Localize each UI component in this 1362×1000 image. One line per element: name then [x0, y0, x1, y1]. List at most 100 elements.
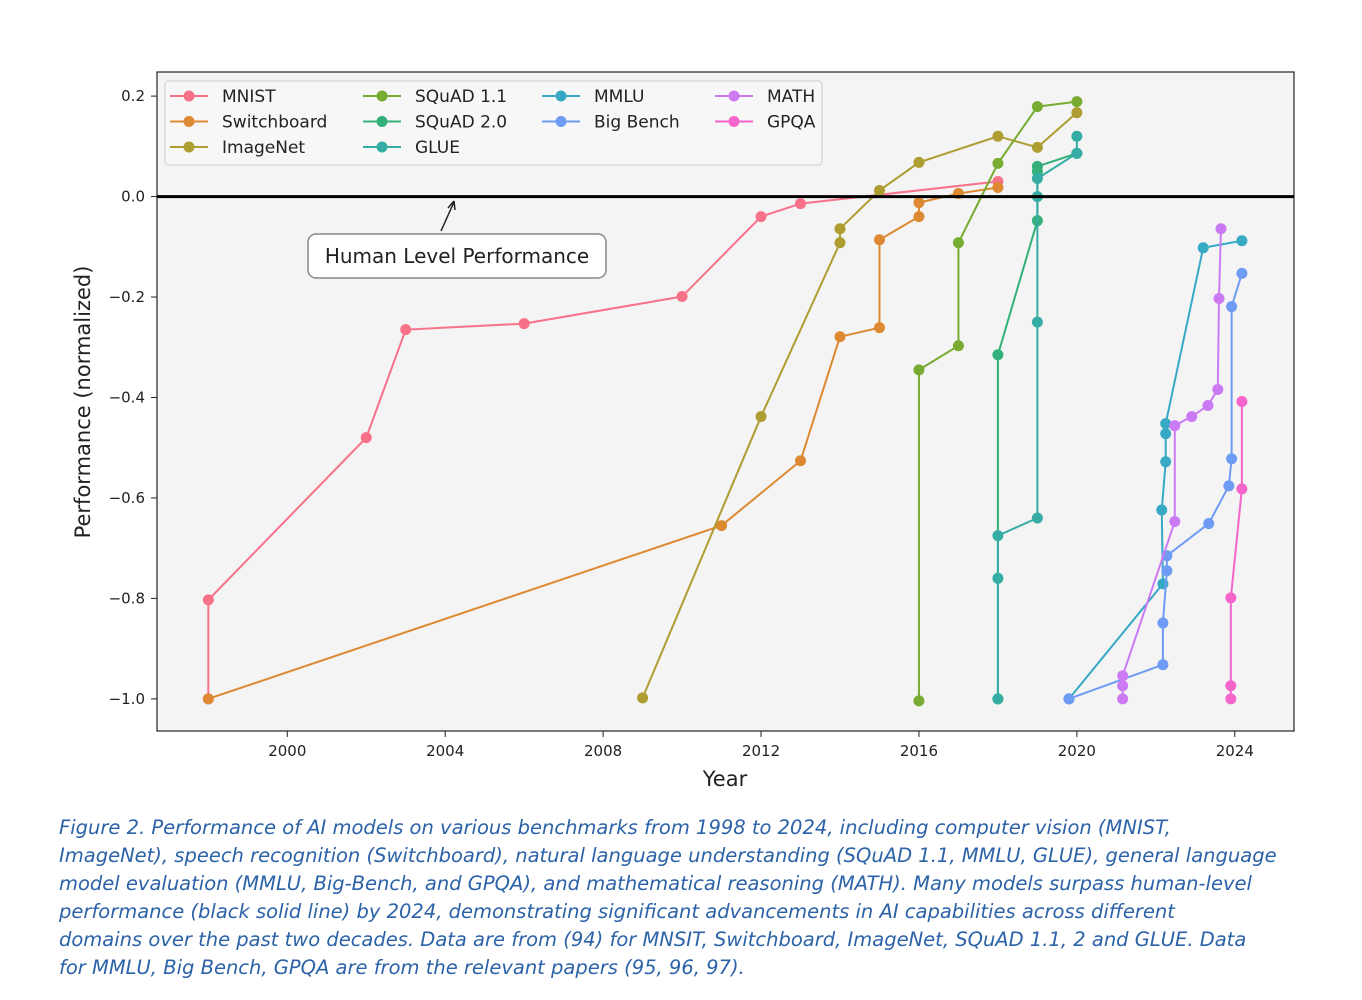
series-imagenet	[637, 107, 1083, 704]
data-point	[873, 234, 885, 246]
legend-label: Switchboard	[222, 113, 327, 133]
benchmark-performance-chart: 2000 2004 2008 2012 2016 2020 2024 0.2 0.0 −0.2 −0…	[71, 71, 1295, 791]
data-point	[1186, 411, 1198, 423]
data-point	[834, 237, 846, 249]
legend-label: GPQA	[767, 113, 816, 133]
data-point	[1063, 693, 1075, 705]
data-point	[913, 197, 925, 209]
caption-line: Figure 2. Performance of AI models on va…	[59, 816, 1171, 839]
caption-line: ImageNet), speech recognition (Switchboa…	[59, 844, 1277, 867]
plot-area	[156, 71, 1295, 732]
data-point	[1157, 617, 1169, 629]
y-tick-label: −0.4	[109, 388, 145, 406]
legend-label: SQuAD 2.0	[415, 113, 507, 133]
legend-marker	[376, 116, 388, 127]
data-point	[202, 693, 214, 705]
data-point	[913, 364, 925, 376]
legend-label: Big Bench	[594, 113, 680, 133]
legend-item: MNIST	[170, 87, 276, 107]
legend-item: MMLU	[542, 87, 644, 107]
series-line	[1068, 273, 1243, 700]
data-point	[1031, 512, 1043, 524]
data-point	[1031, 160, 1043, 172]
legend-marker	[376, 90, 388, 102]
series-line	[208, 186, 999, 700]
data-point	[952, 237, 964, 249]
data-point	[1236, 235, 1248, 247]
legend-label: MMLU	[594, 87, 644, 107]
data-point	[1160, 428, 1172, 440]
data-point	[637, 692, 649, 704]
data-point	[795, 198, 807, 210]
data-point	[1213, 293, 1225, 305]
data-point	[1236, 396, 1248, 407]
data-point	[1031, 172, 1043, 184]
data-point	[913, 156, 925, 168]
data-point	[834, 331, 846, 343]
legend-label: ImageNet	[222, 138, 305, 158]
y-tick-label: −1.0	[109, 690, 145, 708]
legend-label: GLUE	[415, 138, 460, 158]
legend-marker	[183, 116, 195, 127]
data-point	[992, 130, 1004, 142]
legend-label: MNIST	[222, 87, 276, 107]
caption-line: for MMLU, Big Bench, GPQA are from the r…	[59, 956, 745, 979]
data-point	[913, 211, 925, 223]
data-point	[202, 594, 214, 606]
x-tick-label: 2024	[1216, 742, 1254, 760]
data-point	[1031, 141, 1043, 153]
caption-line: domains over the past two decades. Data …	[59, 928, 1247, 951]
figure-caption: Figure 2. Performance of AI models on va…	[59, 814, 1319, 982]
data-point	[834, 223, 846, 235]
data-point	[913, 695, 925, 707]
legend-marker	[376, 141, 388, 153]
data-point	[1212, 383, 1224, 395]
annotation-box	[307, 233, 607, 279]
legend-item: GLUE	[363, 138, 460, 158]
data-point	[755, 411, 767, 423]
data-point	[1160, 456, 1172, 468]
data-point	[795, 455, 807, 467]
data-point	[1117, 680, 1129, 692]
data-point	[1236, 483, 1248, 495]
y-tick-label: −0.2	[109, 288, 145, 306]
data-point	[1031, 101, 1043, 113]
data-point	[1215, 223, 1227, 235]
legend-marker	[728, 90, 740, 102]
series-math	[1117, 223, 1227, 705]
legend: MNIST Switchboard ImageNet SQuAD 1.1 SQuAD 2…	[164, 80, 823, 166]
y-axis-label: Performance (normalized)	[71, 266, 95, 539]
legend-label: MATH	[767, 87, 815, 107]
x-tick-label: 2004	[426, 742, 464, 760]
series-mnist	[202, 175, 1004, 705]
legend-marker	[555, 116, 567, 127]
legend-item: SQuAD 2.0	[363, 113, 507, 133]
legend-item: SQuAD 1.1	[363, 87, 507, 107]
data-point	[1117, 670, 1129, 682]
annotation-text: Human Level Performance	[325, 244, 589, 268]
data-point	[1169, 516, 1181, 528]
data-point	[1160, 418, 1172, 430]
caption-line: model evaluation (MMLU, Big-Bench, and G…	[59, 872, 1252, 895]
y-tick-label: −0.8	[109, 589, 145, 607]
human-level-annotation: Human Level Performance	[307, 200, 607, 279]
data-point	[1169, 420, 1181, 432]
data-point	[1031, 316, 1043, 328]
legend-item: ImageNet	[170, 138, 305, 158]
data-point	[1225, 680, 1237, 692]
x-tick-label: 2008	[584, 742, 622, 760]
data-point	[1226, 453, 1238, 465]
y-tick-label: 0.2	[121, 87, 145, 105]
data-point	[992, 157, 1004, 169]
annotation-arrow	[440, 201, 455, 232]
legend-marker	[183, 90, 195, 102]
data-point	[1225, 693, 1237, 705]
data-point	[1225, 592, 1237, 604]
legend-marker	[555, 90, 567, 102]
data-point	[755, 211, 767, 223]
series-glue	[992, 130, 1083, 705]
x-tick-label: 2012	[742, 742, 780, 760]
data-point	[873, 185, 885, 197]
data-point	[992, 182, 1004, 194]
data-point	[1203, 518, 1215, 530]
